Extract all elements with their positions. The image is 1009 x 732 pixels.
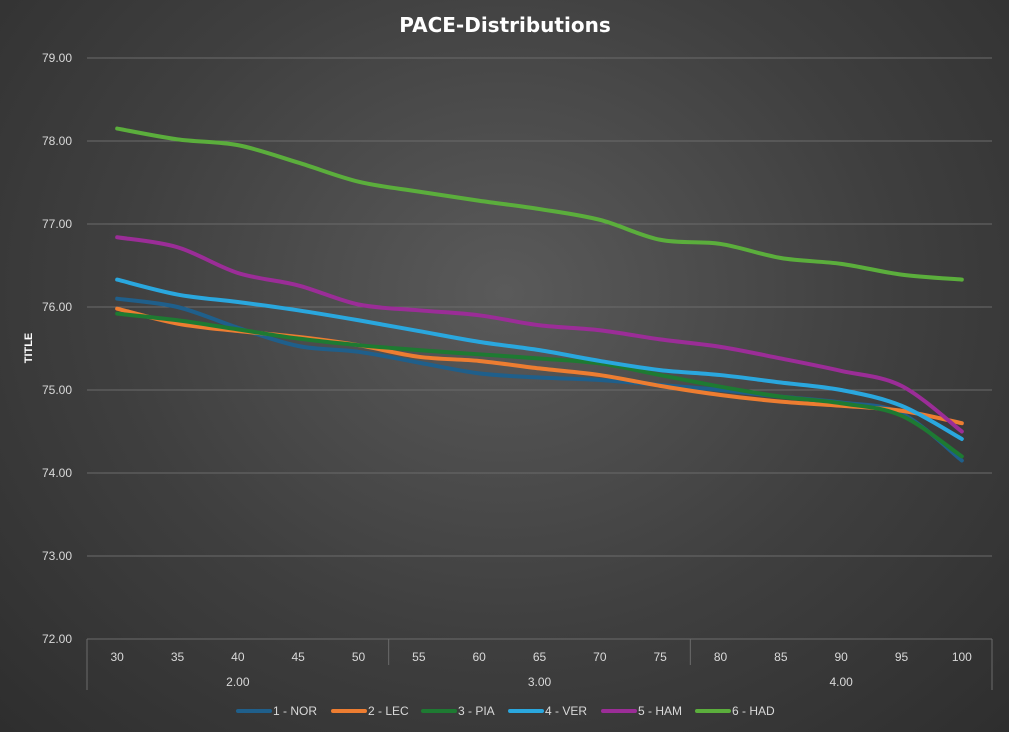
x-tick-label: 30 xyxy=(110,650,124,664)
y-tick-label: 77.00 xyxy=(42,217,72,231)
y-tick-label: 75.00 xyxy=(42,383,72,397)
x-tick-label: 100 xyxy=(952,650,972,664)
x-tick-label: 45 xyxy=(291,650,305,664)
legend: 1 - NOR 2 - LEC 3 - PIA 4 - VER 5 - HAM 6 - H… xyxy=(236,704,775,718)
y-tick-label: 76.00 xyxy=(42,300,72,314)
x-tick-label: 70 xyxy=(593,650,607,664)
y-tick-label: 79.00 xyxy=(42,51,72,65)
y-axis-ticks: 72.00 73.00 74.00 75.00 76.00 77.00 78.00 79.00 xyxy=(42,51,72,646)
chart-title: PACE-Distributions xyxy=(399,13,610,37)
x-tick-label: 90 xyxy=(834,650,848,664)
y-tick-label: 78.00 xyxy=(42,134,72,148)
x-tick-label: 85 xyxy=(774,650,788,664)
y-tick-label: 72.00 xyxy=(42,632,72,646)
legend-label-4: 4 - VER xyxy=(545,704,587,718)
legend-label-2: 2 - LEC xyxy=(368,704,409,718)
legend-label-3: 3 - PIA xyxy=(458,704,495,718)
x-tick-label: 95 xyxy=(895,650,909,664)
series-lines xyxy=(115,126,964,463)
x-group-label: 2.00 xyxy=(226,675,250,689)
x-tick-label: 35 xyxy=(171,650,185,664)
x-tick-label: 65 xyxy=(533,650,547,664)
x-tick-label: 50 xyxy=(352,650,366,664)
x-tick-label: 75 xyxy=(653,650,667,664)
y-axis-label: TITLE xyxy=(23,333,35,364)
y-tick-label: 74.00 xyxy=(42,466,72,480)
x-axis: 30 35 40 45 50 55 60 65 70 75 80 85 90 95 100 2.00 3.00 4… xyxy=(86,639,993,690)
series-line-5 xyxy=(115,235,964,434)
x-group-label: 4.00 xyxy=(829,675,853,689)
legend-label-5: 5 - HAM xyxy=(638,704,682,718)
series-line-4 xyxy=(115,277,964,441)
legend-label-1: 1 - NOR xyxy=(273,704,317,718)
x-group-label: 3.00 xyxy=(528,675,552,689)
x-tick-label: 55 xyxy=(412,650,426,664)
series-line-6 xyxy=(115,126,964,282)
series-line-1 xyxy=(115,296,964,463)
gridlines xyxy=(87,57,992,640)
x-tick-label: 80 xyxy=(714,650,728,664)
x-tick-label: 40 xyxy=(231,650,245,664)
series-line-3 xyxy=(115,311,964,459)
y-tick-label: 73.00 xyxy=(42,549,72,563)
x-tick-label: 60 xyxy=(472,650,486,664)
legend-label-6: 6 - HAD xyxy=(732,704,775,718)
